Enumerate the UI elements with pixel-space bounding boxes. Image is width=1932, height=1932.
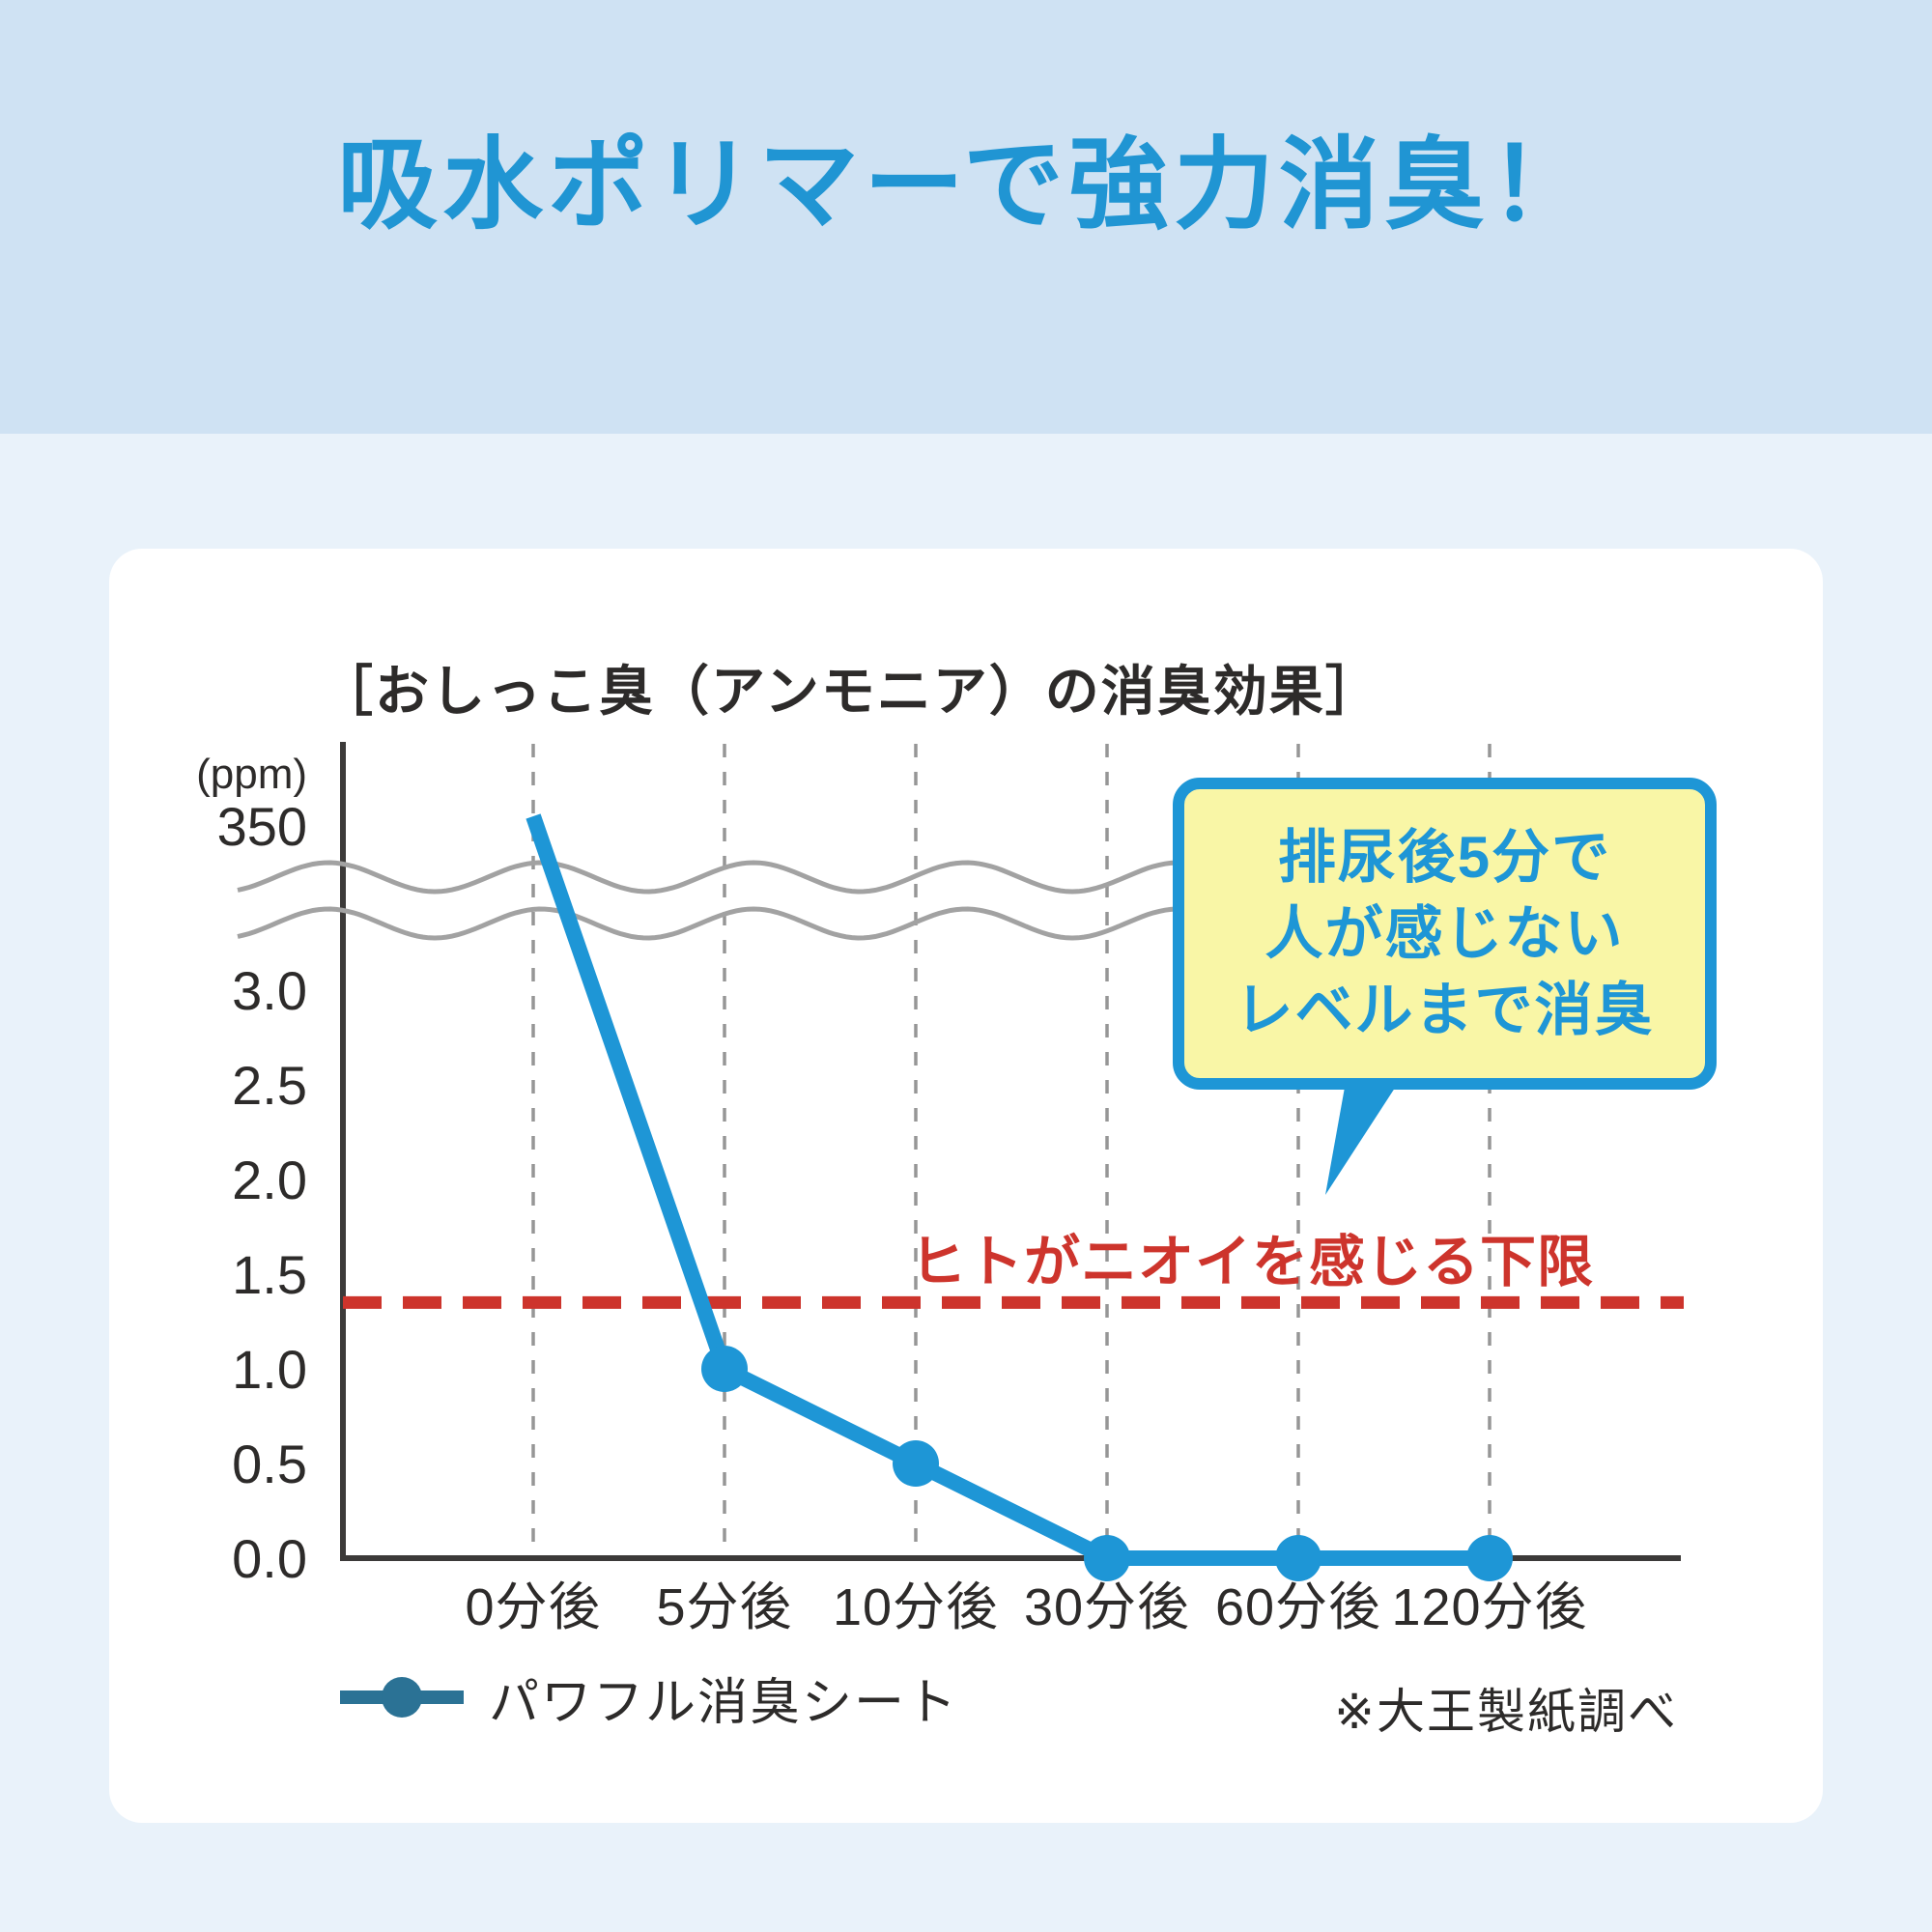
- x-tick-label: 60分後: [1215, 1578, 1381, 1636]
- y-tick-label: 3.0: [232, 960, 307, 1021]
- callout-tail: [1325, 1082, 1399, 1195]
- callout-box: 排尿後5分で 人が感じない レベルまで消臭: [1173, 778, 1717, 1090]
- data-point: [1466, 1535, 1513, 1581]
- callout-line: 排尿後5分で: [1277, 825, 1612, 890]
- x-tick-label: 10分後: [833, 1578, 999, 1636]
- axis-break-wave: [237, 906, 1178, 941]
- x-tick-label: 120分後: [1391, 1578, 1587, 1636]
- y-tick-label: 350: [217, 796, 307, 857]
- callout-line: 人が感じない: [1264, 901, 1625, 966]
- x-tick-label: 30分後: [1024, 1578, 1190, 1636]
- y-tick-label: 2.5: [232, 1055, 307, 1116]
- data-point: [701, 1346, 748, 1392]
- callout-line: レベルまで消臭: [1235, 978, 1655, 1042]
- source-note: ※大王製紙調べ: [1334, 1685, 1678, 1739]
- page-title: 吸水ポリマーで強力消臭！: [337, 129, 1595, 242]
- chart-card: [109, 549, 1823, 1823]
- axis-break-wave: [237, 860, 1178, 895]
- legend-marker-icon: [340, 1677, 464, 1718]
- header-band: [0, 0, 1932, 434]
- y-tick-label: 1.0: [232, 1339, 307, 1400]
- data-point: [893, 1440, 939, 1487]
- data-point: [1084, 1535, 1130, 1581]
- legend: パワフル消臭シート: [340, 1665, 958, 1731]
- y-unit-label: (ppm): [196, 751, 307, 798]
- series-line: [526, 813, 1490, 1566]
- x-tick-label: 5分後: [656, 1578, 792, 1636]
- data-point: [1275, 1535, 1321, 1581]
- threshold-label: ヒトがニオイを感じる下限: [910, 1231, 1595, 1293]
- y-tick-label: 1.5: [232, 1244, 307, 1305]
- chart-title: ［おしっこ臭（アンモニア）の消臭効果］: [319, 661, 1381, 722]
- y-tick-label: 2.0: [232, 1150, 307, 1210]
- y-tick-label: 0.5: [232, 1434, 307, 1494]
- x-tick-label: 0分後: [465, 1578, 601, 1636]
- legend-label: パワフル消臭シート: [489, 1674, 959, 1731]
- y-tick-label: 0.0: [232, 1528, 307, 1589]
